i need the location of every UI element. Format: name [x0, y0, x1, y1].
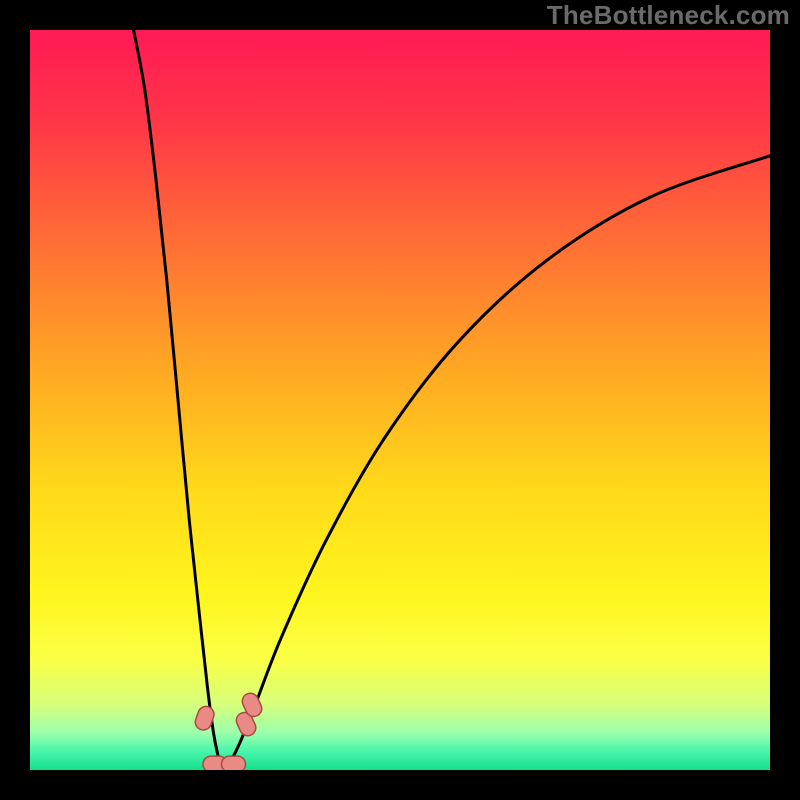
bottleneck-chart — [30, 30, 770, 770]
watermark-text: TheBottleneck.com — [547, 0, 790, 31]
stage: TheBottleneck.com — [0, 0, 800, 800]
gradient-background — [30, 30, 770, 770]
plot-area — [30, 30, 770, 770]
marker-2 — [222, 756, 246, 770]
